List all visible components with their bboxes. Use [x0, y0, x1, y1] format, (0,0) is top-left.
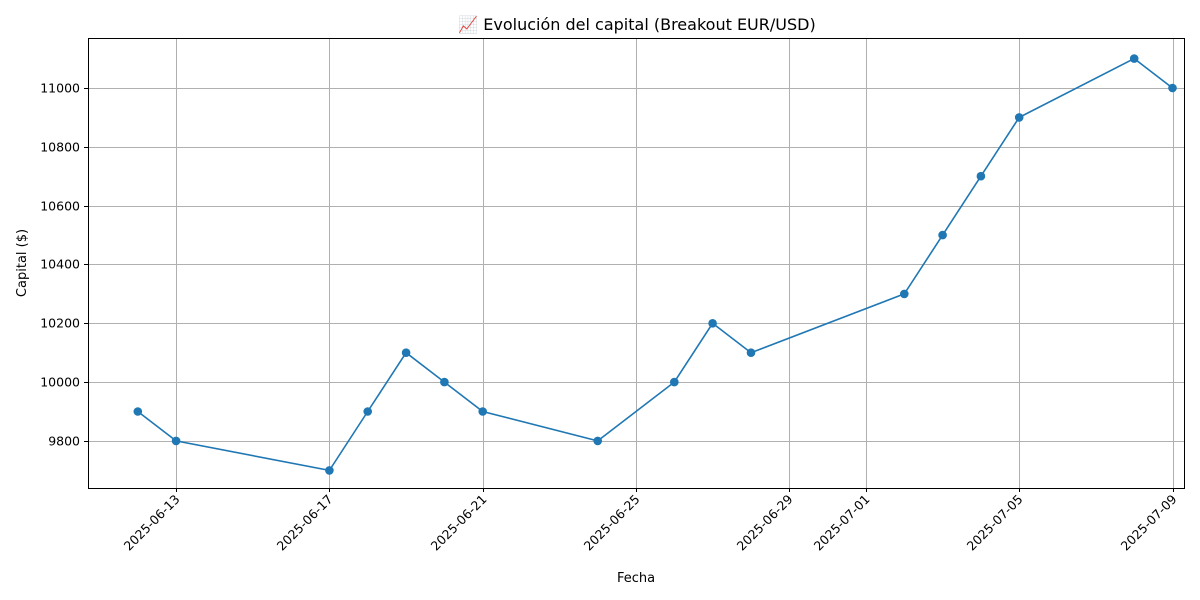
chart-title: 📈 Evolución del capital (Breakout EUR/US…	[458, 15, 815, 34]
data-point[interactable]	[593, 436, 602, 446]
data-point[interactable]	[1168, 83, 1177, 93]
y-tick-label: 10800	[40, 140, 80, 155]
x-axis-label: Fecha	[617, 571, 655, 586]
data-point[interactable]	[363, 407, 373, 416]
data-point[interactable]	[401, 348, 411, 358]
y-axis-label: Capital ($)	[15, 229, 30, 297]
data-point[interactable]	[440, 377, 449, 387]
y-tick-label: 10400	[40, 257, 80, 272]
x-tick-label: 2025-06-25	[581, 492, 643, 554]
x-tick-label: 2025-07-05	[964, 492, 1026, 554]
x-tick-label: 2025-06-29	[734, 491, 796, 553]
data-point[interactable]	[670, 377, 679, 387]
data-point[interactable]	[1129, 54, 1139, 63]
data-point[interactable]	[478, 407, 488, 416]
x-tick-label: 2025-07-09	[1118, 491, 1180, 553]
data-point[interactable]	[171, 436, 181, 446]
data-point[interactable]	[325, 466, 334, 475]
grid	[88, 38, 1184, 488]
data-point[interactable]	[708, 319, 717, 328]
data-point[interactable]	[976, 171, 986, 181]
y-tick-label: 10200	[40, 316, 80, 331]
y-tick-label: 9800	[48, 434, 80, 449]
data-point[interactable]	[938, 230, 947, 240]
series	[133, 54, 1177, 475]
data-point[interactable]	[1014, 113, 1024, 122]
data-point[interactable]	[900, 289, 909, 299]
axes: 2025-06-13 2025-06-17 2025-06-21 2025-06-25…	[40, 81, 1179, 554]
x-tick-label: 2025-06-13	[121, 492, 183, 554]
x-tick-label: 2025-06-21	[428, 492, 490, 554]
plot-frame	[88, 38, 1185, 489]
y-tick-label: 11000	[40, 81, 80, 96]
data-point[interactable]	[746, 348, 756, 358]
y-tick-label: 10600	[40, 199, 80, 214]
x-tick-label: 2025-07-01	[811, 492, 873, 554]
y-tick-label: 10000	[40, 375, 80, 390]
x-tick-label: 2025-06-17	[274, 492, 336, 554]
data-point[interactable]	[133, 407, 143, 416]
